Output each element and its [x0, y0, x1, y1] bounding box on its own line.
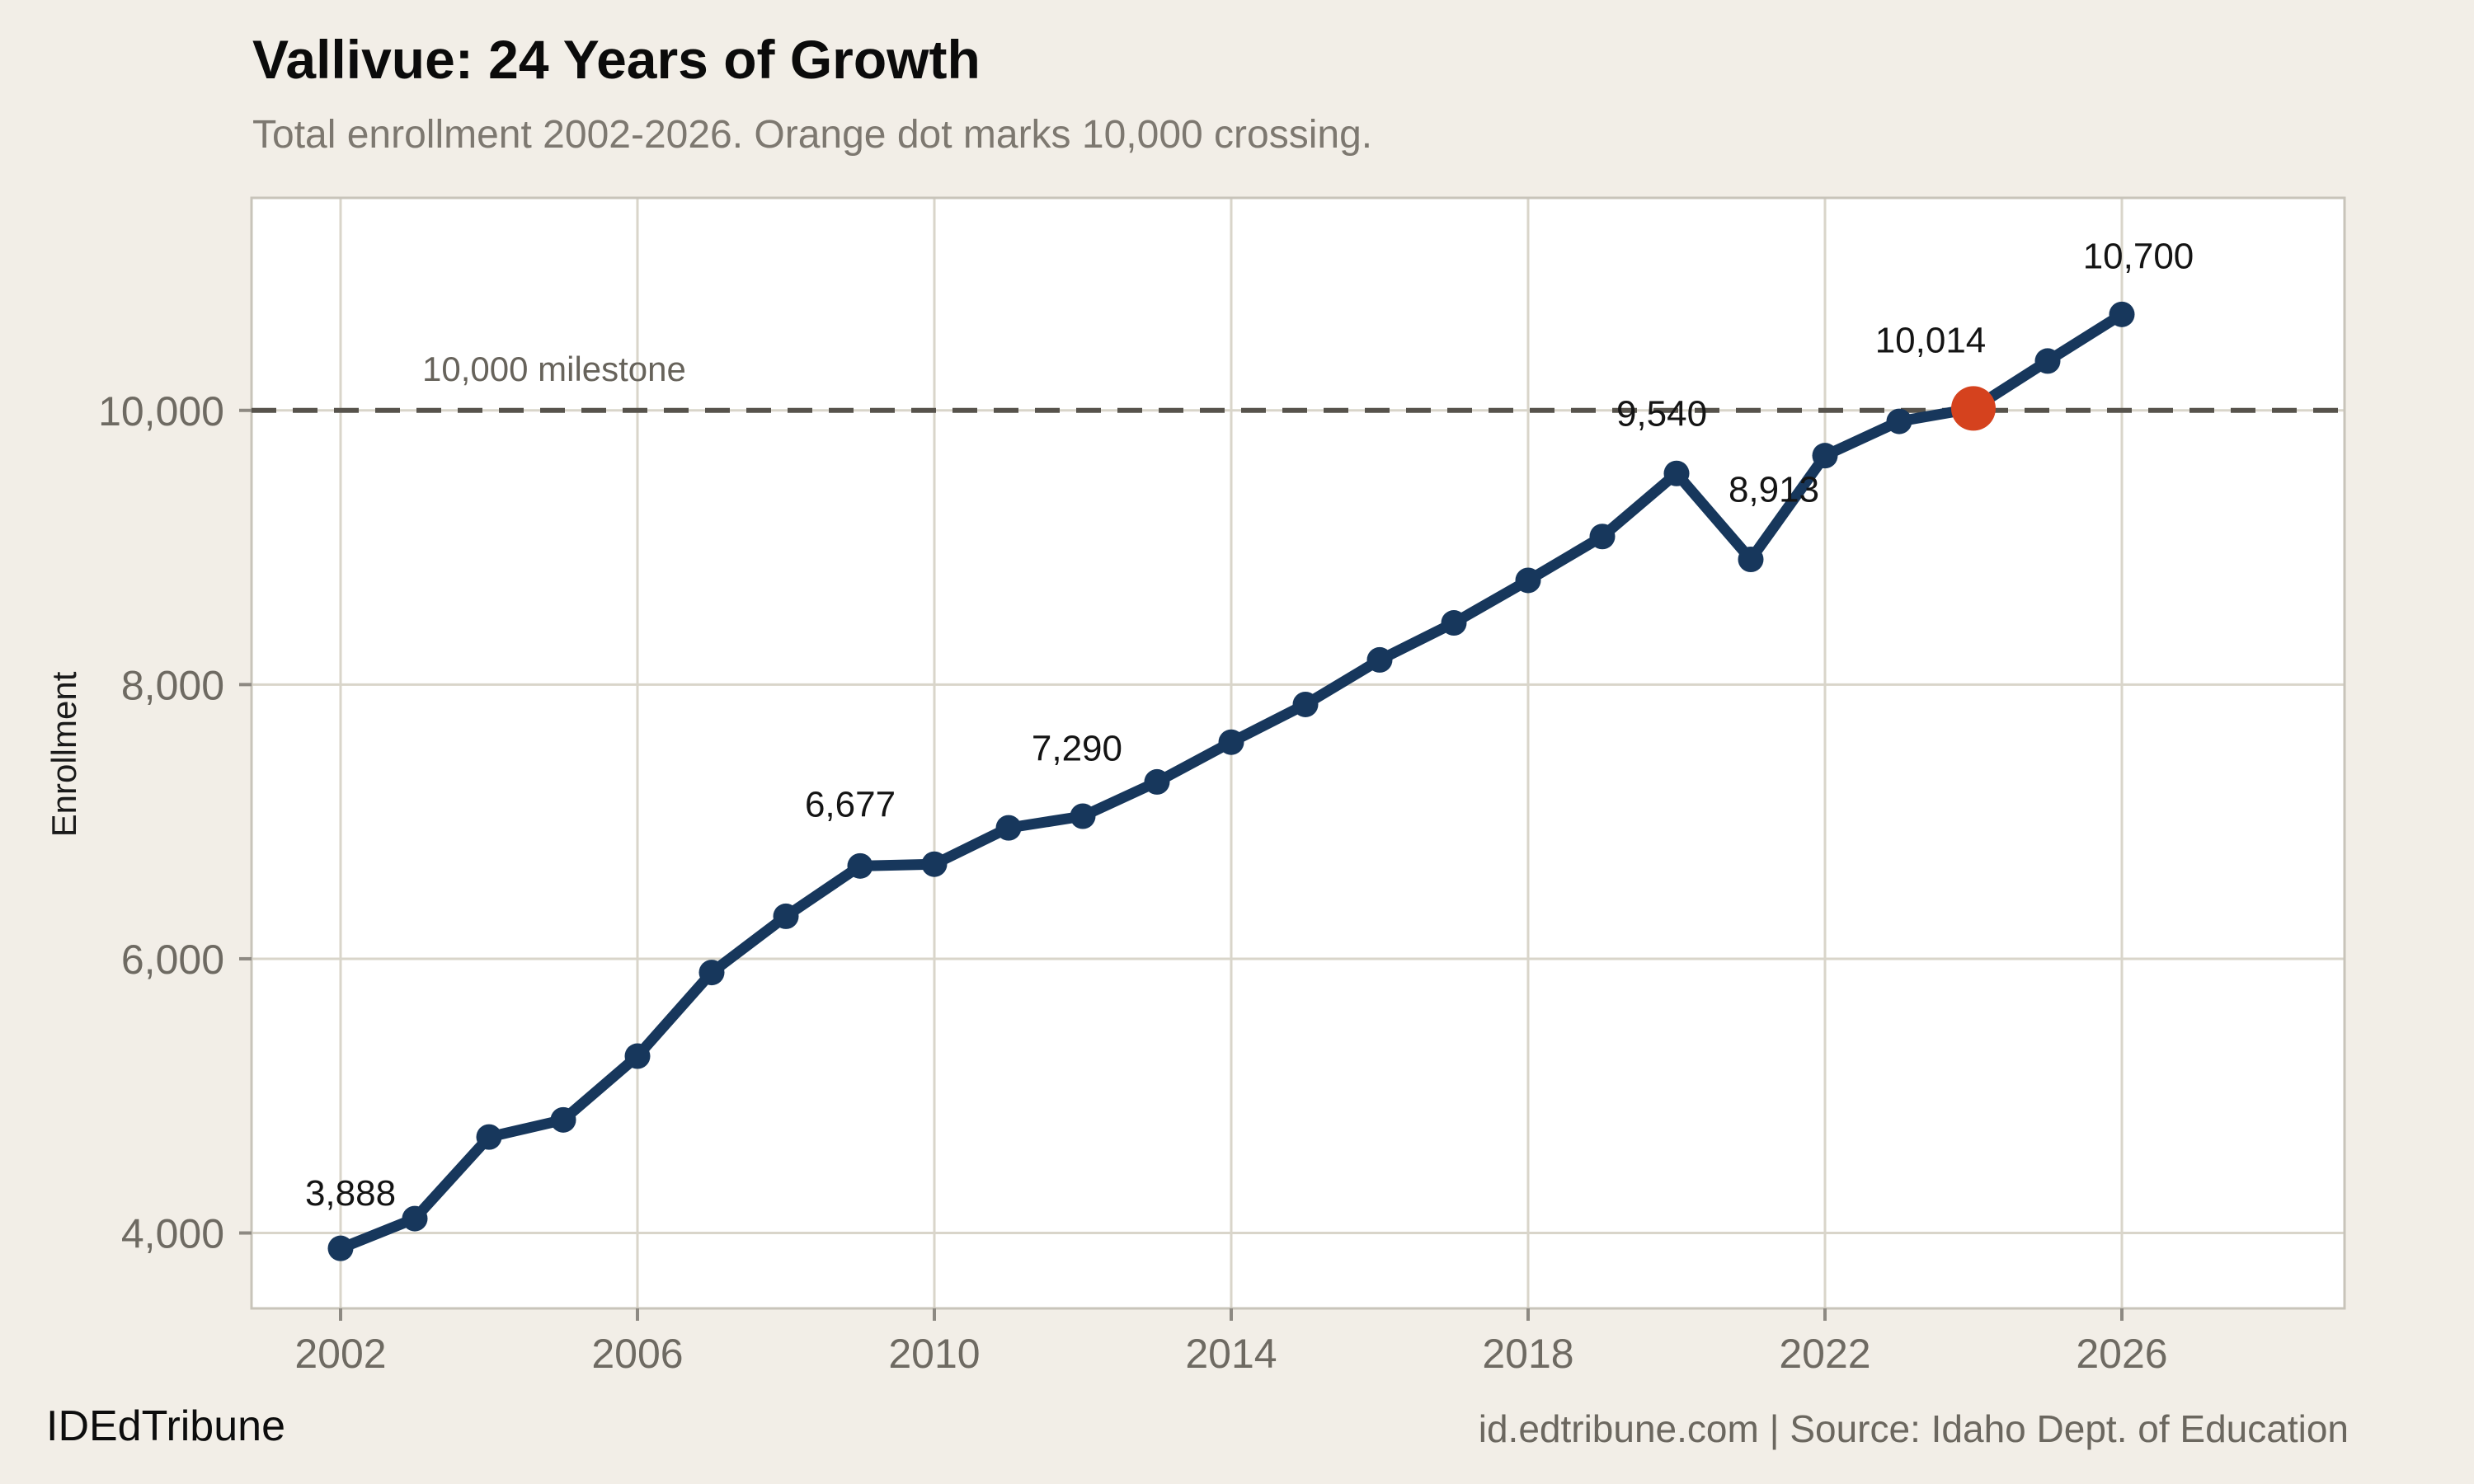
data-point: [476, 1124, 502, 1150]
point-label: 10,014: [1875, 320, 1987, 360]
x-tick-label: 2026: [2076, 1331, 2167, 1377]
data-point: [1812, 443, 1838, 469]
data-point: [624, 1043, 651, 1069]
y-tick-label: 4,000: [121, 1211, 224, 1257]
x-tick-label: 2002: [294, 1331, 386, 1377]
y-tick-label: 10,000: [98, 388, 224, 434]
data-point: [1738, 547, 1764, 573]
footer-source: id.edtribune.com | Source: Idaho Dept. o…: [1478, 1407, 2349, 1450]
data-point: [1886, 408, 1912, 434]
data-point: [698, 960, 725, 986]
y-tick-label: 6,000: [121, 937, 224, 983]
data-point: [550, 1106, 576, 1133]
data-point: [1441, 610, 1467, 636]
x-tick-label: 2018: [1482, 1331, 1573, 1377]
data-point: [1366, 646, 1393, 673]
chart-subtitle: Total enrollment 2002-2026. Orange dot m…: [252, 113, 1373, 157]
data-point: [847, 852, 873, 879]
data-point: [2034, 348, 2061, 374]
data-point: [1663, 460, 1690, 486]
data-point: [2109, 301, 2135, 327]
data-point: [327, 1235, 354, 1261]
data-point: [1144, 768, 1170, 795]
plot-panel: [252, 198, 2345, 1308]
chart-title: Vallivue: 24 Years of Growth: [252, 29, 981, 90]
data-point: [1515, 567, 1541, 594]
data-point: [1218, 729, 1244, 755]
y-axis-title: Enrollment: [45, 671, 83, 838]
panel-border: [250, 196, 2346, 1310]
point-label: 7,290: [1032, 728, 1122, 768]
x-tick-label: 2014: [1185, 1331, 1277, 1377]
milestone-label: 10,000 milestone: [422, 350, 686, 388]
point-label: 9,540: [1616, 393, 1707, 434]
milestone-crossing-point: [1951, 386, 1996, 431]
data-point: [1070, 803, 1096, 829]
footer-brand: IDEdTribune: [46, 1402, 285, 1450]
point-label: 10,700: [2083, 236, 2194, 276]
x-tick-label: 2010: [888, 1331, 980, 1377]
point-label: 3,888: [305, 1173, 396, 1214]
x-tick-label: 2022: [1779, 1331, 1870, 1377]
data-point: [1589, 524, 1616, 550]
data-point: [995, 815, 1022, 841]
point-label: 6,677: [805, 784, 896, 824]
y-tick-label: 8,000: [121, 662, 224, 708]
data-point: [921, 851, 948, 877]
point-label: 8,913: [1729, 470, 1819, 510]
data-point: [773, 903, 799, 929]
data-point: [1292, 691, 1319, 717]
x-tick-label: 2006: [591, 1331, 683, 1377]
data-point: [402, 1205, 428, 1232]
